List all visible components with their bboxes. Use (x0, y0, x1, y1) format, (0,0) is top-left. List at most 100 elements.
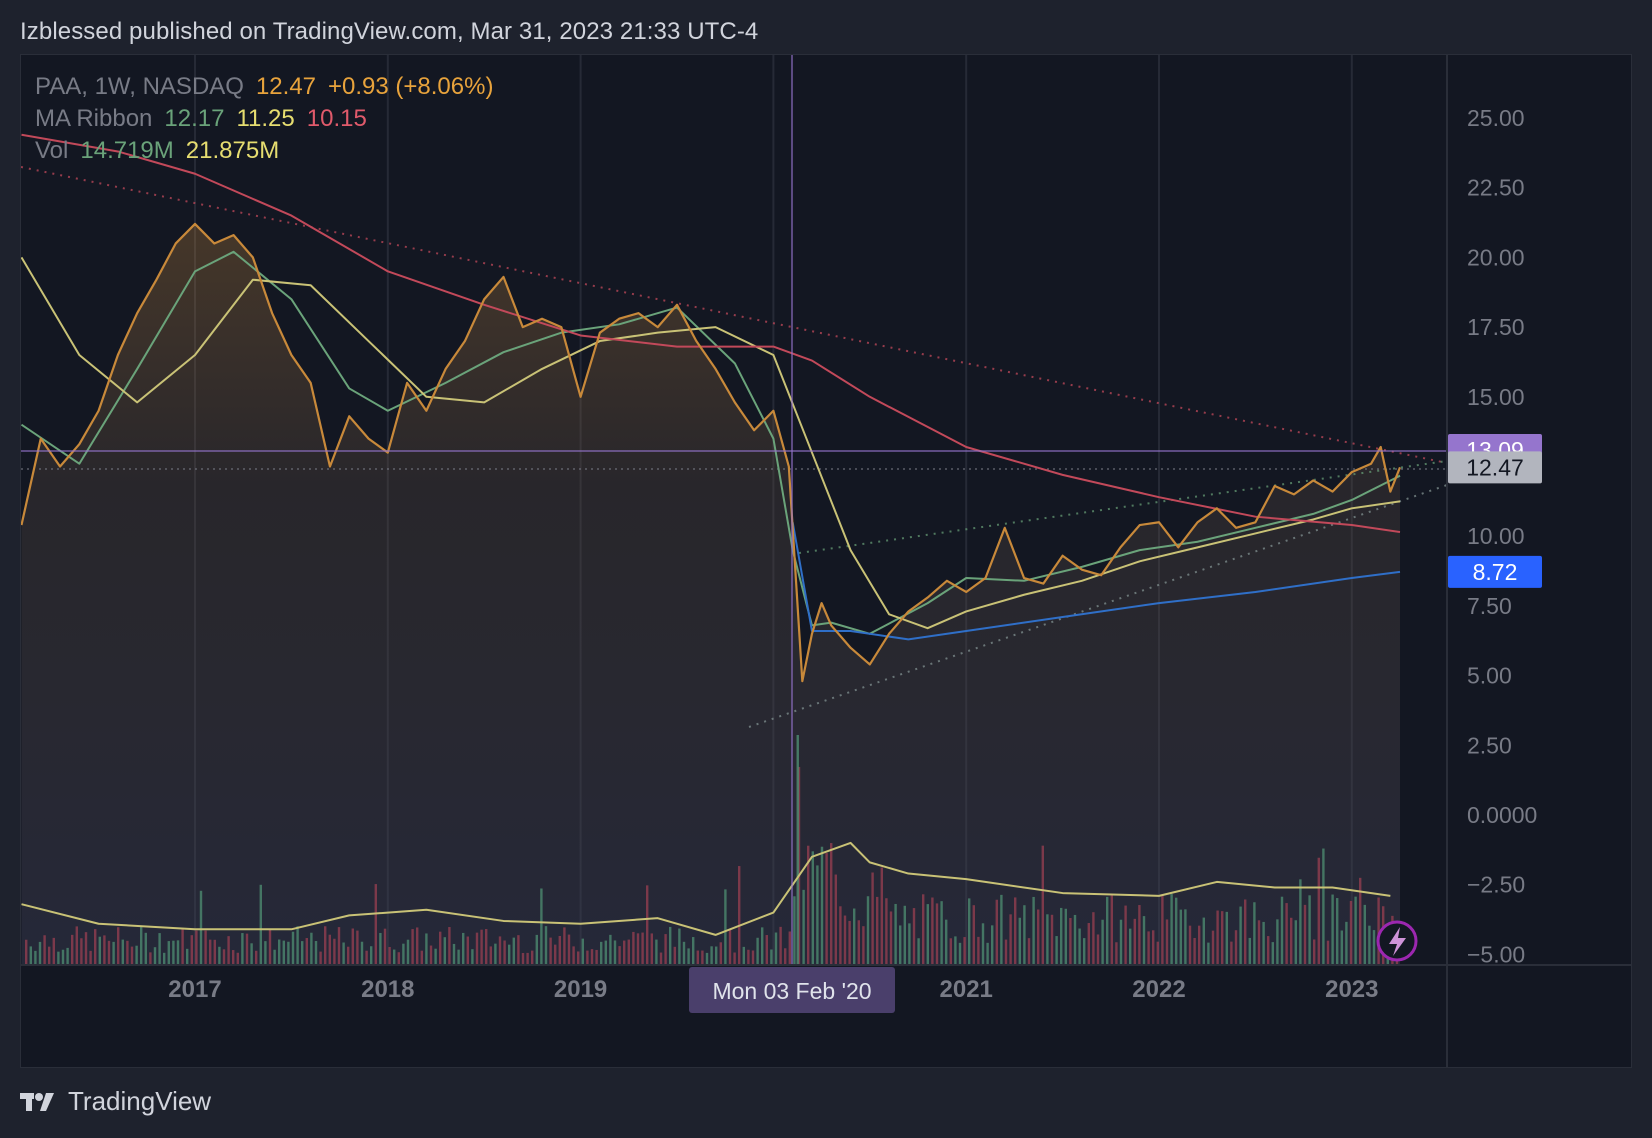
volume-bar (1106, 896, 1109, 965)
volume-bar (678, 928, 681, 965)
volume-bar (577, 951, 580, 965)
volume-bar (1188, 925, 1192, 965)
volume-bar (117, 927, 120, 965)
volume-bar (176, 940, 180, 965)
volume-bar (549, 937, 552, 965)
volume-bar (1179, 909, 1182, 965)
volume-bars (25, 735, 1399, 965)
publish-header: Izblessed published on TradingView.com, … (20, 18, 759, 45)
volume-bar (1313, 939, 1316, 965)
volume-bar (75, 926, 78, 965)
volume-bar (1115, 942, 1118, 965)
volume-bar (149, 952, 152, 965)
volume-bar (1202, 917, 1205, 965)
volume-bar (503, 940, 506, 965)
legend-vol-row: Vol 14.719M 21.875M (35, 137, 291, 165)
y-tick-label: 10.00 (1467, 523, 1525, 549)
volume-bar (724, 889, 727, 965)
volume-bar (1276, 919, 1279, 965)
volume-bar (797, 766, 801, 965)
volume-bar (457, 949, 460, 965)
volume-bar (1340, 930, 1343, 965)
volume-bar (655, 939, 658, 965)
volume-bar (1336, 898, 1339, 965)
volume-bar (848, 920, 851, 965)
upper-trendline (798, 460, 1448, 554)
volume-bar (1216, 910, 1219, 965)
volume-bar (443, 937, 446, 965)
volume-bar (811, 851, 814, 965)
tradingview-logo[interactable]: TradingView (20, 1086, 211, 1117)
legend-vol-label: Vol (35, 137, 69, 164)
crosshair (21, 55, 1447, 965)
volume-bar (218, 946, 221, 965)
volume-bar (1037, 909, 1040, 965)
volume-bar (885, 898, 888, 965)
volume-bar (374, 884, 377, 965)
volume-bar (1372, 930, 1376, 965)
price-area (21, 223, 1401, 966)
volume-bar (1230, 941, 1233, 965)
crosshair-date-badge: Mon 03 Feb '20 (689, 967, 895, 1013)
volume-bar (705, 952, 709, 965)
volume-bar (112, 941, 115, 965)
volume-bar (1248, 937, 1251, 965)
volume-bar (498, 936, 502, 965)
volume-bar (255, 950, 258, 965)
volume-bar (167, 941, 170, 965)
volume-bar (563, 927, 566, 965)
volume-bar (687, 948, 690, 965)
price-chart[interactable]: 25.00 22.50 20.00 17.50 15.00 10.00 7.50 5.00 2.… (21, 55, 1631, 1067)
volume-bar (581, 938, 584, 965)
volume-bar (48, 946, 51, 965)
volume-bar (333, 938, 336, 965)
ma-line-0 (21, 250, 1401, 635)
volume-bar (747, 949, 750, 965)
volume-bar (1234, 930, 1238, 965)
y-tick-label: 7.50 (1467, 593, 1512, 619)
volume-bar (462, 932, 465, 965)
volume-bar (388, 946, 391, 965)
y-tick-label: 17.50 (1467, 314, 1525, 340)
volume-bar (153, 947, 157, 965)
volume-bar (572, 946, 575, 965)
lightning-icon[interactable] (1376, 920, 1418, 962)
volume-bar (356, 930, 359, 965)
volume-bar (163, 952, 166, 965)
y-tick-label: 22.50 (1467, 175, 1525, 201)
volume-bar (172, 940, 175, 965)
y-tick-label: 25.00 (1467, 105, 1525, 131)
volume-bar (567, 934, 571, 965)
volume-bar (521, 952, 525, 965)
volume-bar (1354, 896, 1357, 965)
volume-bar (351, 928, 354, 965)
volume-bar (140, 926, 143, 965)
volume-bar (301, 941, 304, 965)
volume-bar (1221, 911, 1224, 965)
volume-bar (1244, 899, 1247, 965)
volume-bar (1165, 919, 1169, 965)
volume-bar (623, 940, 626, 965)
time-axis[interactable]: 2017 2018 2019 2021 2022 2023 (168, 976, 1378, 1003)
volume-bar (554, 944, 557, 965)
volume-bar (1262, 921, 1265, 965)
volume-bar (715, 946, 718, 965)
volume-bar (121, 939, 124, 965)
volume-bar (738, 866, 741, 965)
legend-ma-row: MA Ribbon 12.17 11.25 10.15 (35, 105, 379, 133)
chart-frame[interactable]: 25.00 22.50 20.00 17.50 15.00 10.00 7.50 5.00 2.… (20, 54, 1632, 1068)
volume-bar (871, 872, 874, 965)
volume-bar (227, 936, 230, 965)
volume-bar (719, 942, 722, 965)
x-tick-label: 2022 (1132, 976, 1185, 1003)
volume-bar (259, 884, 262, 965)
volume-bar (291, 931, 295, 965)
volume-bar (29, 946, 32, 965)
price-badge-label: 12.47 (1466, 454, 1524, 480)
price-badge-ma200 (1448, 555, 1542, 588)
volume-bar (126, 940, 129, 965)
price-axis[interactable]: 25.00 22.50 20.00 17.50 15.00 10.00 7.50 5.00 2.… (1467, 105, 1537, 967)
volume-bar (1211, 930, 1215, 965)
volume-bar (701, 950, 704, 965)
volume-bar (940, 901, 943, 965)
